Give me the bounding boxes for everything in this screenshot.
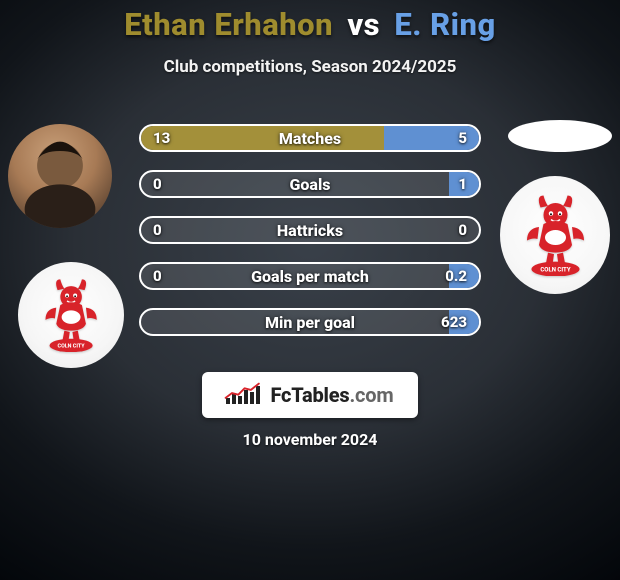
footer-brand-pill[interactable]: FcTables.com (202, 372, 418, 418)
comparison-title: Ethan Erhahon vs E. Ring (0, 0, 620, 43)
brand-main: FcTables (270, 383, 349, 407)
brand-bar (232, 394, 236, 404)
title-p1-name: Ethan Erhahon (124, 6, 333, 43)
stat-row: 00Hattricks (139, 216, 481, 244)
brand-domain: .com (349, 383, 393, 407)
brand-bars-icon (226, 386, 260, 404)
club-imp-icon: COLN CITY (517, 194, 594, 277)
brand-bar (244, 390, 248, 404)
p2-player-avatar (508, 120, 612, 152)
footer-date: 10 november 2024 (0, 430, 620, 449)
brand-bar (226, 398, 230, 404)
stat-label: Matches (141, 126, 479, 150)
stat-label: Min per goal (141, 310, 479, 334)
stat-row: 135Matches (139, 124, 481, 152)
stat-label: Goals per match (141, 264, 479, 288)
stat-row: 00.2Goals per match (139, 262, 481, 290)
title-p2-name: E. Ring (394, 6, 495, 43)
stat-row: 623Min per goal (139, 308, 481, 336)
p2-club-badge: COLN CITY (500, 176, 610, 294)
face-placeholder-icon (8, 124, 112, 228)
stat-rows: 135Matches 01Goals 00Hattricks 00.2Goals pe… (139, 124, 481, 354)
p1-player-avatar (8, 124, 112, 228)
badge-caption: COLN CITY (540, 266, 570, 273)
title-vs: vs (347, 6, 380, 43)
brand-bar (256, 386, 260, 404)
club-imp-icon: COLN CITY (34, 278, 108, 352)
comparison-subtitle: Club competitions, Season 2024/2025 (0, 57, 620, 77)
brand-bar (238, 396, 242, 404)
stat-label: Hattricks (141, 218, 479, 242)
p1-club-badge: COLN CITY (18, 262, 124, 368)
stat-row: 01Goals (139, 170, 481, 198)
stat-label: Goals (141, 172, 479, 196)
brand-text: FcTables.com (270, 383, 393, 407)
badge-caption: COLN CITY (57, 343, 85, 349)
brand-bar (250, 392, 254, 404)
